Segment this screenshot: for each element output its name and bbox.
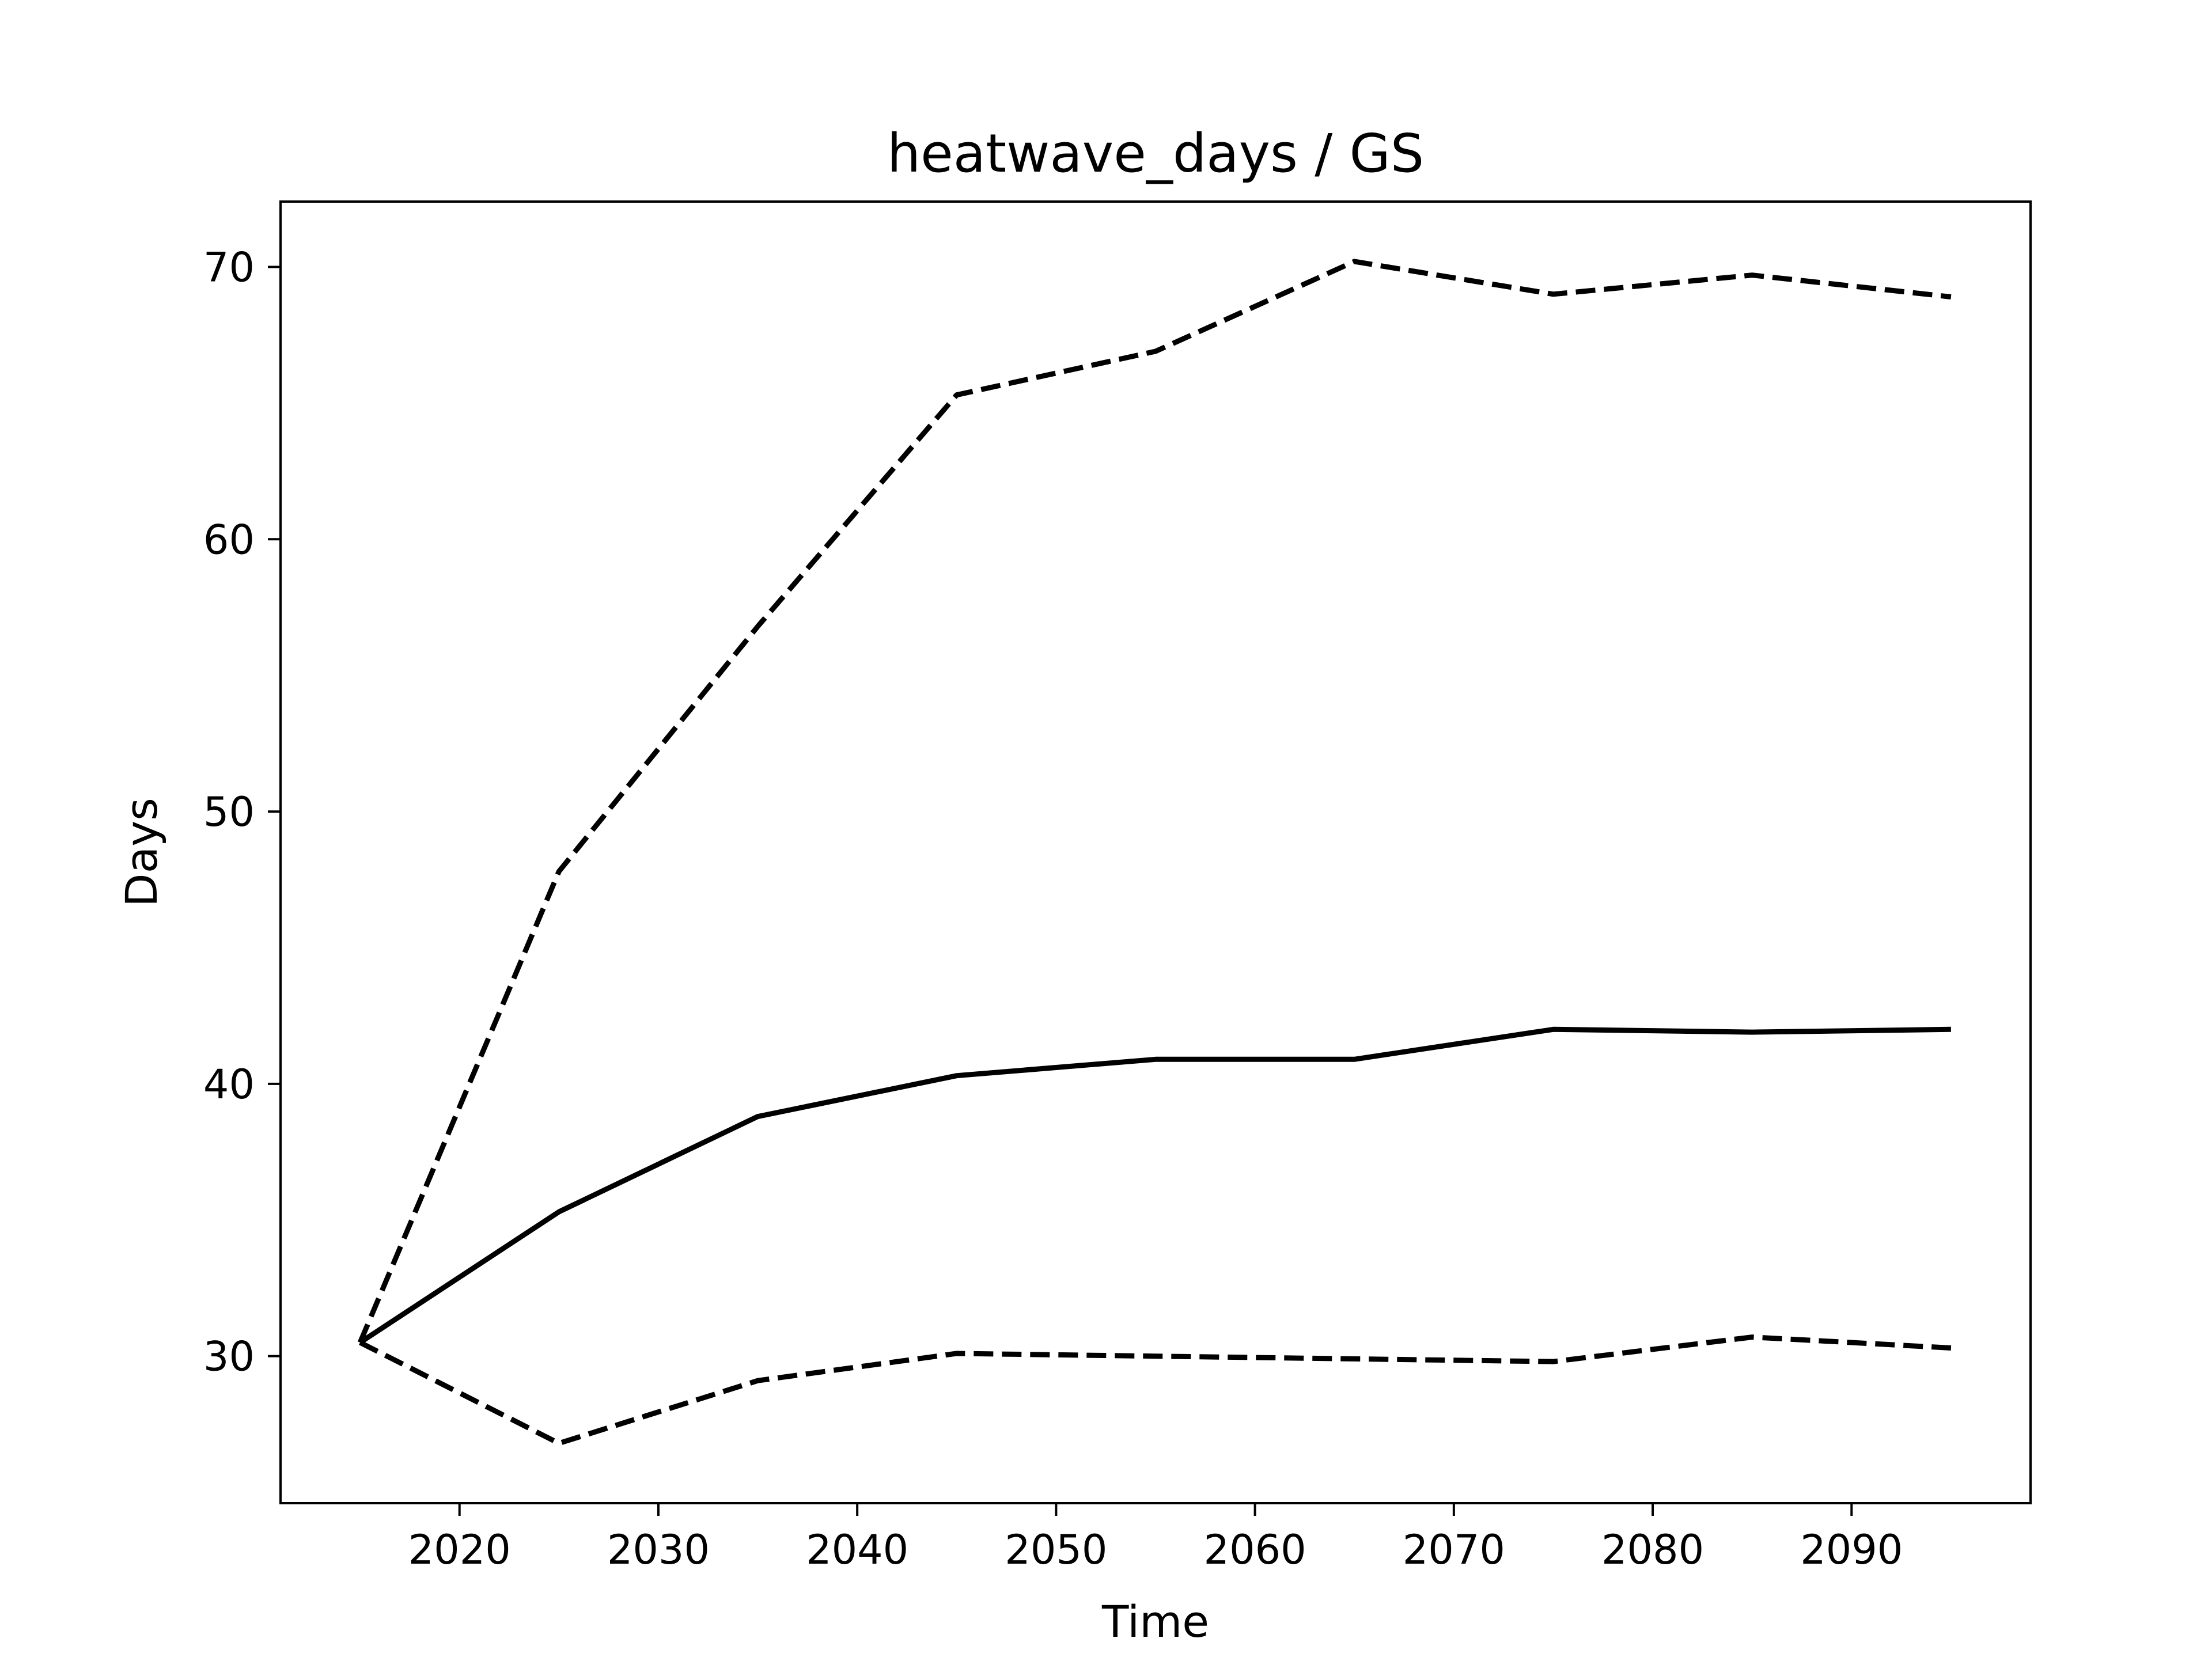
x-tick-label: 2020 <box>408 1526 511 1573</box>
x-tick-label: 2070 <box>1403 1526 1505 1573</box>
x-axis: 2020 2030 2040 2050 2060 2070 2080 2090 <box>408 1503 1903 1573</box>
y-tick-label: 60 <box>203 516 255 563</box>
x-tick-label: 2060 <box>1204 1526 1306 1573</box>
chart-title: heatwave_days / GS <box>887 123 1424 184</box>
series-layer <box>357 259 1952 1446</box>
x-axis-label: Time <box>1101 1596 1209 1647</box>
y-tick-label: 50 <box>203 788 255 836</box>
x-tick-label: 2090 <box>1800 1526 1903 1573</box>
y-tick-label: 30 <box>203 1333 255 1381</box>
series-line-3 <box>359 1334 1952 1446</box>
y-axis-label: Days <box>116 798 167 907</box>
x-tick-label: 2050 <box>1005 1526 1107 1573</box>
y-tick-label: 70 <box>203 244 255 291</box>
series-line-1 <box>358 1026 1951 1345</box>
x-tick-label: 2030 <box>607 1526 710 1573</box>
y-tick-label: 40 <box>203 1061 255 1108</box>
plot-area-frame <box>279 200 2032 1504</box>
x-tick-label: 2080 <box>1601 1526 1704 1573</box>
x-tick-label: 2040 <box>806 1526 908 1573</box>
y-axis: 30 40 50 60 70 <box>203 244 281 1381</box>
series-line-2 <box>357 259 1952 1344</box>
